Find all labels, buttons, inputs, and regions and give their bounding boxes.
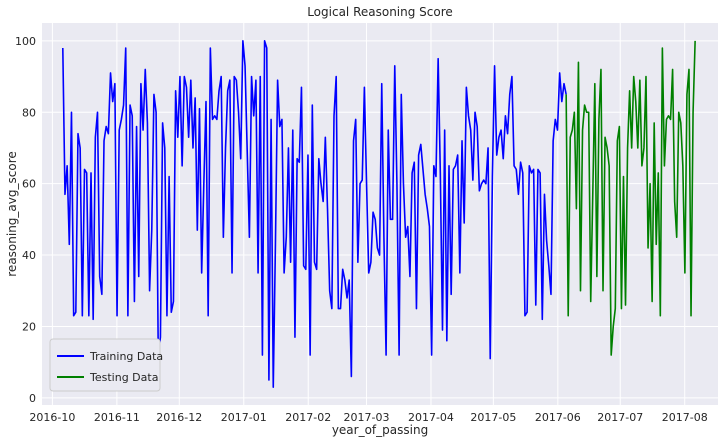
x-tick-label: 2016-11 bbox=[94, 411, 140, 424]
y-axis-title: reasoning_avg_score bbox=[5, 151, 19, 276]
y-tick-label: 0 bbox=[29, 392, 36, 405]
series-line-testing bbox=[565, 40, 696, 356]
y-axis-ticks: 0 20 40 60 80 100 bbox=[15, 35, 36, 405]
legend-label-training: Training Data bbox=[89, 350, 163, 363]
x-tick-label: 2017-05 bbox=[470, 411, 516, 424]
legend: Training Data Testing Data bbox=[49, 338, 163, 392]
series-layer bbox=[62, 40, 696, 388]
y-tick-label: 60 bbox=[22, 178, 36, 191]
legend-label-testing: Testing Data bbox=[89, 371, 158, 384]
x-axis-ticks: 2016-10 2016-11 2016-12 2017-01 2017-02 2017-… bbox=[29, 411, 707, 424]
chart-title: Logical Reasoning Score bbox=[307, 5, 453, 19]
x-axis-title: year_of_passing bbox=[332, 423, 428, 437]
x-tick-label: 2016-12 bbox=[156, 411, 202, 424]
x-tick-label: 2017-06 bbox=[535, 411, 581, 424]
x-tick-label: 2017-02 bbox=[285, 411, 331, 424]
x-tick-label: 2017-08 bbox=[662, 411, 708, 424]
series-line-training bbox=[62, 40, 567, 388]
y-tick-label: 100 bbox=[15, 35, 36, 48]
y-tick-label: 40 bbox=[22, 249, 36, 262]
x-tick-label: 2017-01 bbox=[221, 411, 267, 424]
y-tick-label: 80 bbox=[22, 106, 36, 119]
x-tick-label: 2017-04 bbox=[408, 411, 454, 424]
x-tick-label: 2016-10 bbox=[29, 411, 75, 424]
x-tick-label: 2017-03 bbox=[343, 411, 389, 424]
y-tick-label: 20 bbox=[22, 320, 36, 333]
x-tick-label: 2017-07 bbox=[597, 411, 643, 424]
